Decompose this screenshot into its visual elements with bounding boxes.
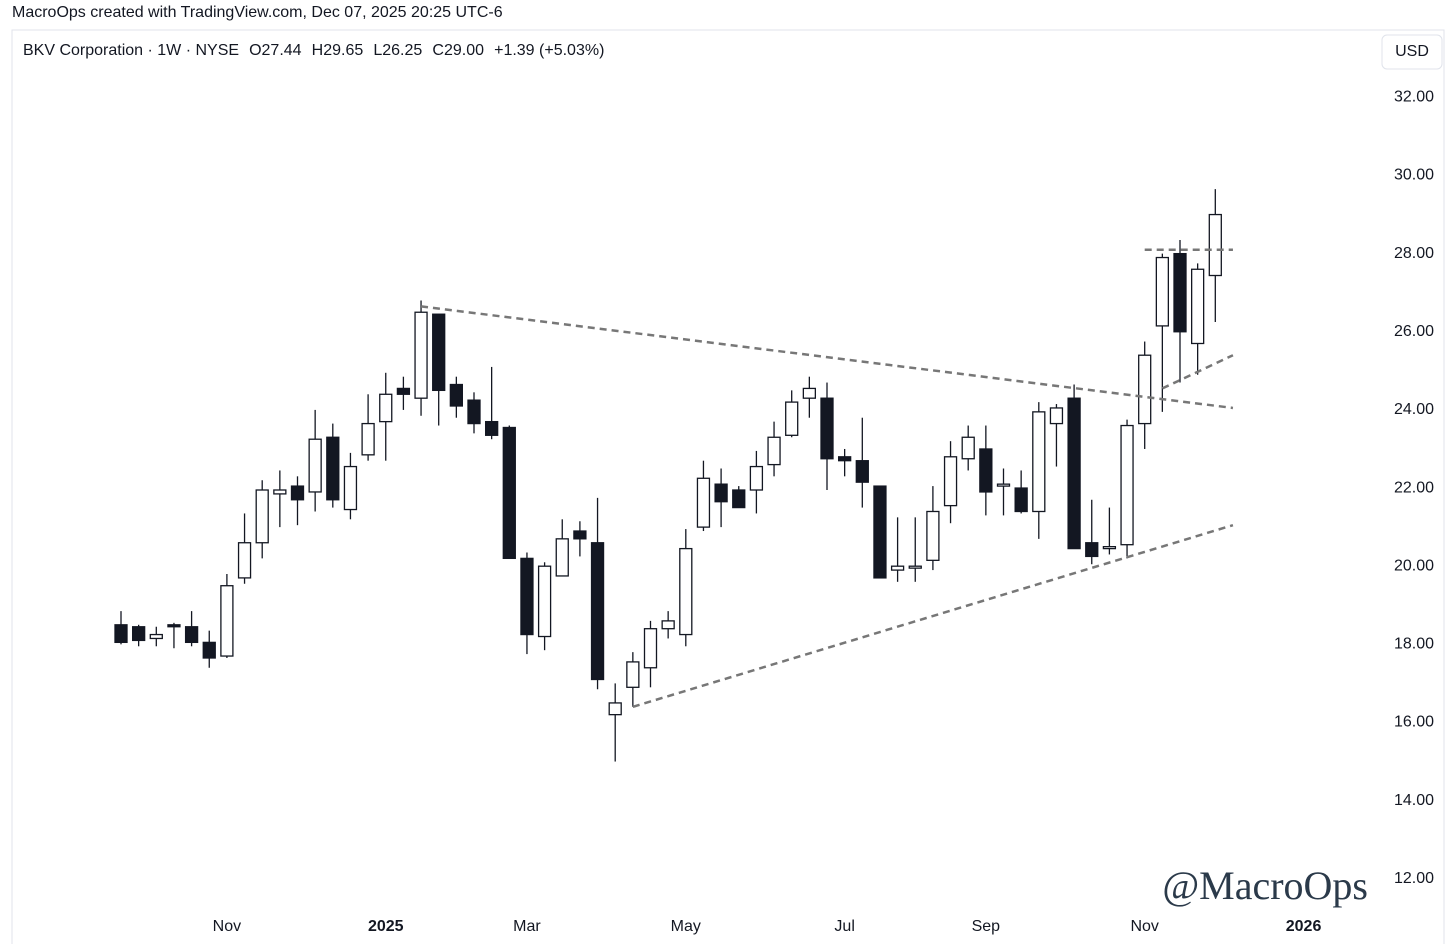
candle-body [714,483,728,503]
candle-body [149,633,163,640]
trendline [1161,354,1234,390]
trendline [632,523,1234,709]
candle-body [749,465,764,491]
candle-body [1102,546,1117,550]
candle-body [308,438,322,493]
candle-body [890,565,905,571]
candle-body [802,387,816,399]
trendline [420,305,1234,410]
candle-body [237,542,252,579]
candle-body [502,426,516,560]
candle-body [1155,256,1169,327]
ohlc-label: +1.39 (+5.03%) [494,42,604,59]
candle-body [520,557,534,636]
candle-body [732,489,746,509]
candle-body [1049,407,1064,425]
y-tick-label: 30.00 [1394,167,1434,184]
x-tick-label: Sep [972,918,1001,935]
y-tick-label: 20.00 [1394,557,1434,574]
candle-body [537,565,552,638]
candle-body [202,641,216,659]
currency-button[interactable] [1381,34,1443,70]
candle-body [432,313,446,392]
candle-body [255,489,269,544]
candle-body [1191,268,1205,345]
candle-body [555,538,569,577]
x-tick-label: 2026 [1286,918,1322,935]
ohlc-label: O27.44 [249,42,302,59]
y-tick-label: 18.00 [1394,636,1434,653]
candle-body [131,626,146,642]
candle-body [820,397,834,460]
candle-body [220,585,234,657]
candle-body [767,436,781,466]
y-tick-label: 26.00 [1394,323,1434,340]
currency-label: USD [1395,43,1429,60]
candle-body [961,436,975,460]
candle-body [114,624,128,644]
ohlc-label: L26.25 [373,42,422,59]
x-tick-label: Nov [1130,918,1158,935]
ohlc-label: H29.65 [312,42,364,59]
y-tick-label: 16.00 [1394,714,1434,731]
candle-body [679,547,693,636]
candle-body [979,448,993,493]
y-tick-label: 14.00 [1394,792,1434,809]
candle-body [184,626,199,644]
candle-body [838,456,852,462]
candle-body [290,485,305,501]
candle-body [1138,354,1152,425]
candle-body [626,661,640,688]
candle-body [855,460,869,483]
x-tick-label: Jul [834,918,854,935]
candle-body [1120,424,1134,546]
x-tick-label: Mar [513,918,541,935]
candle-body [449,383,464,407]
candle-body [326,436,340,501]
candle-body [696,477,711,528]
candle-body [908,565,922,569]
candle-body [643,628,658,669]
x-tick-label: May [671,918,701,935]
candle-body [943,456,958,507]
candle-body [273,489,287,495]
chart-frame [11,29,1445,949]
watermark: @MacroOps [1162,863,1368,908]
candle-body [1067,397,1081,550]
candle-body [379,393,393,423]
candle-body [573,530,587,540]
candle-body [590,542,605,681]
candle-body [361,422,375,456]
candle-body [608,702,622,716]
candle-body [343,465,358,511]
candle-body [926,510,940,561]
y-tick-label: 22.00 [1394,479,1434,496]
ohlc-label: C29.00 [432,42,484,59]
y-tick-label: 32.00 [1394,89,1434,106]
x-tick-label: 2025 [368,918,404,935]
y-tick-label: 12.00 [1394,870,1434,887]
candle-body [1014,487,1028,513]
candle-body [785,401,799,436]
candle-body [873,485,887,579]
candle-body [1173,252,1187,333]
y-tick-label: 24.00 [1394,401,1434,418]
candle-body [1085,542,1099,558]
chart-title: BKV Corporation · 1W · NYSE [23,42,239,59]
candle-body [414,311,428,399]
candle-body [996,483,1011,487]
x-tick-label: Nov [213,918,241,935]
credit: MacroOps created with TradingView.com, D… [12,4,503,21]
candle-body [167,624,181,628]
candle-body [1208,213,1222,277]
candle-body [484,420,499,436]
y-tick-label: 28.00 [1394,245,1434,262]
candle-body [661,620,675,630]
candle-body [467,399,481,425]
candle-body [1032,411,1046,513]
candle-body [396,387,411,395]
